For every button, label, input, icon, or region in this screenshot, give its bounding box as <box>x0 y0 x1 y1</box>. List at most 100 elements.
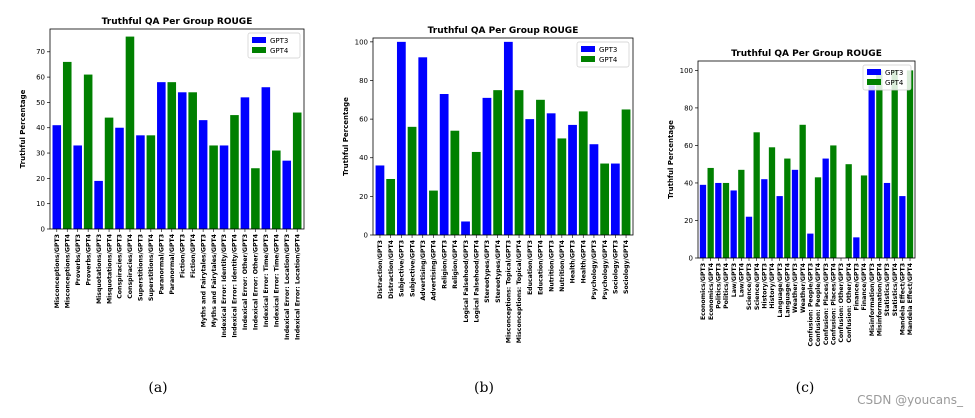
legend-swatch <box>581 46 595 52</box>
bar <box>830 145 837 258</box>
bar <box>177 92 187 229</box>
y-axis-label: Truthful Percentage <box>19 89 27 168</box>
bar <box>251 168 260 229</box>
x-tick-label: Confusion: People/GPT4 <box>815 262 822 346</box>
y-tick-label: 10 <box>36 200 45 208</box>
bar <box>188 92 197 229</box>
bar <box>240 97 250 229</box>
x-tick-label: Nutrition/GPT4 <box>559 239 566 292</box>
bar <box>845 164 852 258</box>
chart-title: Truthful QA Per Group ROUGE <box>102 17 253 27</box>
x-tick-label: Stereotypes/GPT3 <box>484 240 491 303</box>
bar <box>814 177 822 258</box>
bar <box>396 41 406 235</box>
bar <box>699 184 707 258</box>
x-tick-label: Myths and Fairytales/GPT3 <box>200 234 207 327</box>
x-tick-label: Proverbs/GPT4 <box>85 233 92 285</box>
chart-panel-a: Truthful QA Per Group ROUGE 0 10 20 30 40 50 60… <box>19 17 305 396</box>
chart-panel-b: Truthful QA Per Group ROUGE 0 20 40 60 80 100 T… <box>342 26 634 396</box>
x-tick-label: Sociology/GPT3 <box>613 240 620 294</box>
bar <box>600 163 610 235</box>
bar <box>493 90 503 236</box>
legend-swatch <box>867 69 881 75</box>
plot-frame <box>372 37 634 236</box>
x-tick-label: Psychology/GPT4 <box>602 239 609 299</box>
watermark-text: CSDN @youcans_ <box>857 393 964 407</box>
bar <box>115 127 124 229</box>
bar <box>503 41 513 235</box>
x-tick-label: Misinformation/GPT4 <box>877 262 884 336</box>
legend-swatch <box>867 79 881 85</box>
bar <box>375 165 385 235</box>
legend-label: GPT3 <box>270 37 288 45</box>
bar <box>418 57 428 236</box>
x-tick-label: Confusion: Other/GPT3 <box>838 263 845 343</box>
x-tick-label: Indexical Error: Identity/GPT4 <box>232 233 239 337</box>
x-tick-label: Indexical Error: Other/GPT4 <box>253 233 260 330</box>
x-tick-label: Misconceptions/GPT3 <box>54 234 61 308</box>
x-tick-label: Psychology/GPT3 <box>591 240 598 300</box>
bar <box>94 180 103 229</box>
y-tick-label: 60 <box>359 116 368 124</box>
bar <box>261 87 271 229</box>
legend-swatch <box>252 47 266 53</box>
bar <box>876 70 883 258</box>
y-tick-label: 40 <box>36 124 45 132</box>
x-tick-label: Health/GPT3 <box>570 240 577 283</box>
x-tick-label: Misinformation/GPT3 <box>869 263 876 336</box>
x-tick-label: Politics/GPT4 <box>723 262 730 309</box>
x-tick-label: Advertising/GPT3 <box>420 240 427 301</box>
bar <box>822 158 829 258</box>
x-tick-label: Law/GPT3 <box>731 263 738 297</box>
bar <box>891 70 898 258</box>
x-tick-label: Economics/GPT4 <box>708 262 715 320</box>
bar <box>219 145 229 229</box>
x-tick-label: Misquotations/GPT4 <box>106 233 113 304</box>
y-tick-label: 70 <box>36 48 45 56</box>
legend-label: GPT3 <box>885 69 903 77</box>
x-tick-label: Indexical Error: Location/GPT3 <box>284 234 291 340</box>
bar <box>104 117 114 229</box>
y-tick-label: 50 <box>36 99 45 107</box>
bar <box>514 90 524 236</box>
y-tick-label: 100 <box>680 67 693 75</box>
bar <box>136 135 145 229</box>
bar <box>776 196 783 258</box>
x-tick-label: Conspiracies/GPT3 <box>117 234 124 299</box>
bar <box>272 150 281 229</box>
legend-label: GPT3 <box>599 46 617 54</box>
panel-caption: (c) <box>796 380 815 396</box>
panel-caption: (a) <box>148 380 167 396</box>
bar <box>292 112 302 229</box>
y-tick-label: 60 <box>684 142 693 150</box>
chart-title: Truthful QA Per Group ROUGE <box>731 49 882 59</box>
x-tick-label: Misquotations/GPT3 <box>96 234 103 304</box>
bar <box>578 111 588 235</box>
bar <box>557 138 567 235</box>
x-tick-label: Confusion: People/GPT3 <box>808 263 815 347</box>
x-tick-label: Language/GPT3 <box>777 263 784 318</box>
bar <box>52 125 62 229</box>
bar <box>439 94 449 235</box>
x-tick-label: Religion/GPT4 <box>452 239 459 289</box>
bar <box>198 120 208 229</box>
x-tick-label: Indexical Error: Identity/GPT3 <box>221 234 228 338</box>
bar <box>125 36 135 230</box>
bar <box>589 144 599 235</box>
bar <box>610 163 620 235</box>
x-tick-label: Confusion: Places/GPT3 <box>823 263 830 345</box>
y-tick-label: 40 <box>359 154 368 162</box>
bar <box>799 124 806 258</box>
bar <box>482 97 492 236</box>
bar <box>167 82 177 229</box>
x-tick-label: Indexical Error: Other/GPT3 <box>242 234 249 330</box>
x-tick-label: Misconceptions: Topical/GPT4 <box>516 239 523 343</box>
y-tick-label: 0 <box>689 254 693 262</box>
legend-label: GPT4 <box>885 79 904 87</box>
x-tick-label: Education/GPT4 <box>538 239 545 295</box>
bar <box>146 135 156 229</box>
y-tick-label: 30 <box>36 149 45 157</box>
bar <box>761 179 768 258</box>
x-tick-label: Distraction/GPT4 <box>388 239 395 299</box>
